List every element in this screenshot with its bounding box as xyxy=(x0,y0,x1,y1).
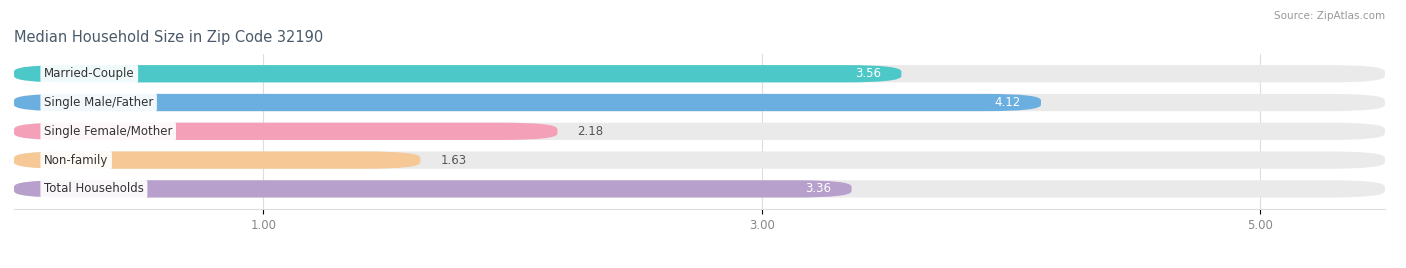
Text: 3.36: 3.36 xyxy=(806,183,831,195)
Text: 4.12: 4.12 xyxy=(995,96,1021,109)
FancyBboxPatch shape xyxy=(14,180,1385,198)
FancyBboxPatch shape xyxy=(14,151,1385,169)
Text: 1.63: 1.63 xyxy=(440,154,467,167)
FancyBboxPatch shape xyxy=(14,123,1385,140)
FancyBboxPatch shape xyxy=(14,65,1385,82)
Text: Non-family: Non-family xyxy=(44,154,108,167)
FancyBboxPatch shape xyxy=(14,180,852,198)
FancyBboxPatch shape xyxy=(14,94,1385,111)
FancyBboxPatch shape xyxy=(14,65,901,82)
Text: Source: ZipAtlas.com: Source: ZipAtlas.com xyxy=(1274,11,1385,21)
Text: 3.56: 3.56 xyxy=(855,67,882,80)
Text: Total Households: Total Households xyxy=(44,183,143,195)
Text: Single Female/Mother: Single Female/Mother xyxy=(44,125,173,138)
FancyBboxPatch shape xyxy=(14,151,420,169)
Text: 2.18: 2.18 xyxy=(578,125,603,138)
Text: Single Male/Father: Single Male/Father xyxy=(44,96,153,109)
FancyBboxPatch shape xyxy=(14,94,1040,111)
FancyBboxPatch shape xyxy=(14,123,557,140)
Text: Median Household Size in Zip Code 32190: Median Household Size in Zip Code 32190 xyxy=(14,31,323,46)
Text: Married-Couple: Married-Couple xyxy=(44,67,135,80)
